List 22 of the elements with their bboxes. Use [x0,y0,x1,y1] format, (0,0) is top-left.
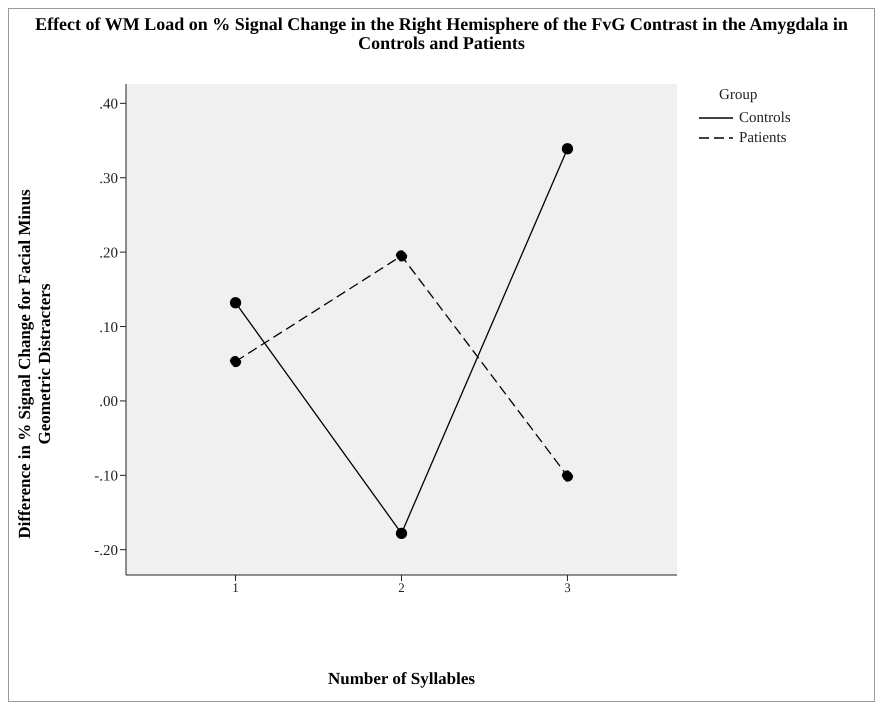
y-axis-title: Difference in % Signal Change for Facial Minus Geometric Distracters [14,188,55,541]
x-axis-title: Number of Syllables [326,669,476,689]
y-tick-label: .40 [99,96,118,113]
x-tick-label: 1 [232,580,239,596]
point [396,250,408,262]
point [562,470,574,482]
x-tick-label: 2 [398,580,405,596]
legend-label: Controls [739,110,791,126]
point [562,143,574,154]
y-tick-label: .20 [99,245,118,262]
y-tick-label: .30 [99,171,118,188]
y-tick-label: -.10 [94,468,118,485]
chart-title: Effect of WM Load on % Signal Change in the Right Hemisphere of the FvG Contrast in the Amygdala in Controls and Patients [34,14,849,53]
point [396,528,408,539]
point [230,356,242,368]
y-tick-label: .00 [99,394,118,410]
point [230,297,242,308]
y-tick-label: .10 [99,320,118,336]
x-tick-label: 3 [564,580,571,596]
y-tick-label: -.20 [94,543,118,560]
legend-title: Group [719,87,758,104]
legend-label: Patients [739,130,786,146]
